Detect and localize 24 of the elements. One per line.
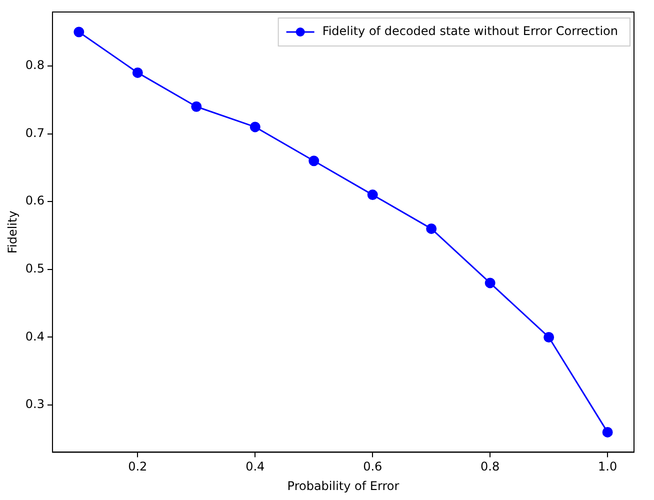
x-tick-label: 0.4 — [246, 460, 265, 474]
y-tick-label: 0.3 — [25, 397, 44, 412]
y-tick-label: 0.7 — [25, 126, 44, 140]
point — [308, 156, 320, 166]
point — [250, 122, 260, 132]
y-tick-label: 0.8 — [25, 58, 44, 72]
point — [367, 190, 378, 200]
y-tick-label: 0.6 — [25, 194, 44, 208]
y-axis-title: Fidelity — [5, 210, 20, 254]
x-axis-title: Probability of Error — [287, 478, 400, 493]
point — [484, 278, 496, 288]
point — [191, 101, 202, 112]
point — [602, 426, 613, 438]
point — [426, 223, 437, 234]
point — [132, 67, 143, 78]
y-tick-label: 0.4 — [25, 329, 44, 344]
x-tick-label: 0.6 — [363, 460, 382, 474]
x-tick-label: 0.8 — [480, 460, 500, 474]
x-tick-label: 1.0 — [598, 460, 618, 474]
point — [74, 26, 84, 38]
y-tick-label: 0.5 — [25, 262, 44, 276]
point — [544, 332, 554, 342]
legend-label: Fidelity of decoded state without Error Correction — [322, 24, 618, 38]
x-tick-label: 0.2 — [128, 460, 148, 474]
